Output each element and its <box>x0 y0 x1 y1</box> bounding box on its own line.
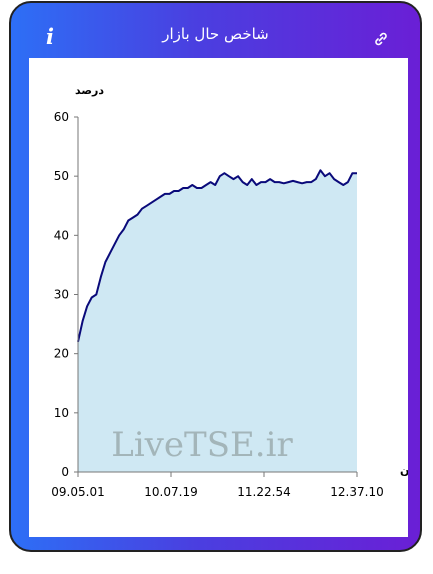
chart-panel: 0 10 20 30 40 50 60 09.05.01 10.07.19 11.22.54 12.… <box>29 58 420 537</box>
series-line <box>77 169 357 343</box>
x-axis-label: زمان <box>400 464 408 477</box>
x-tick-label: 12.37.10 <box>330 485 383 499</box>
page-title: شاخص حال بازار <box>162 25 269 43</box>
y-tick-label: 60 <box>54 110 69 124</box>
y-tick-label: 30 <box>54 288 69 302</box>
x-tick-label: 09.05.01 <box>51 485 104 499</box>
y-tick-label: 20 <box>54 347 69 361</box>
watermark: LiveTSE.ir <box>111 425 293 465</box>
x-tick-label: 11.22.54 <box>237 485 290 499</box>
y-tick-label: 50 <box>54 169 69 183</box>
y-tick-label: 40 <box>54 228 69 242</box>
link-icon[interactable] <box>373 31 389 47</box>
market-index-chart: 0 10 20 30 40 50 60 09.05.01 10.07.19 11.22.54 12.… <box>51 84 420 499</box>
x-tick-label: 10.07.19 <box>144 485 197 499</box>
y-axis-label: درصد <box>75 84 104 97</box>
series-area <box>78 170 357 473</box>
info-icon[interactable]: i <box>46 24 54 49</box>
y-tick-label: 10 <box>54 406 69 420</box>
header-bar: i شاخص حال بازار <box>11 3 420 55</box>
y-tick-label: 0 <box>61 465 69 479</box>
app-window: i شاخص حال بازار 0 10 20 30 40 50 60 09.05.01 10… <box>9 1 422 552</box>
